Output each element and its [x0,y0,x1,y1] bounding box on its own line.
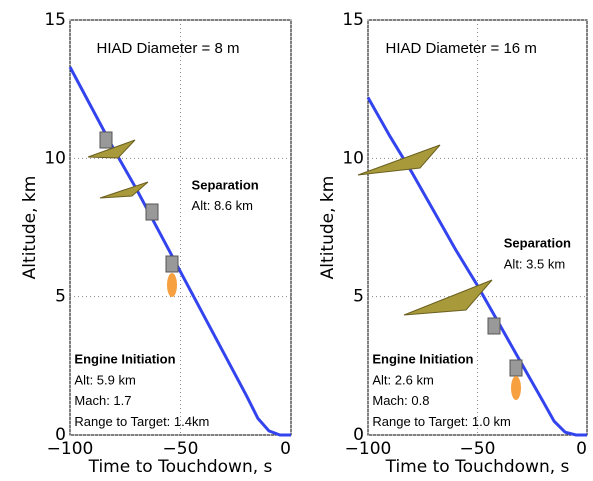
x-axis-label: Time to Touchdown, s [385,457,570,477]
x-tick-label: −50 [460,439,496,459]
x-tick-label: 0 [576,439,587,459]
x-tick-label: −100 [345,439,392,459]
annotation: Alt: 2.6 km [372,372,433,387]
annotation: Alt: 8.6 km [192,198,253,213]
y-tick-label: 0 [353,425,364,445]
annotation: Separation [504,236,571,251]
x-tick-label: −50 [163,439,199,459]
x-tick-label: −100 [47,439,94,459]
annotation: HIAD Diameter = 8 m [97,40,240,57]
x-tick-label: 0 [280,439,291,459]
annotation: Separation [192,177,259,192]
y-tick-label: 10 [44,148,66,168]
y-tick-label: 15 [342,10,364,30]
annotation: Mach: 0.8 [372,393,429,408]
annotation: Engine Initiation [74,352,175,367]
y-axis-label: Altitude, km [20,176,40,280]
annotation: Range to Target: 1.4km [74,414,209,429]
y-tick-label: 5 [55,287,66,307]
y-tick-label: 10 [342,148,364,168]
annotation: Mach: 1.7 [74,393,131,408]
annotation: HIAD Diameter = 16 m [386,40,537,57]
spacecraft-right [357,144,523,400]
chart: −100 −50 0 0 5 10 15 Time to Touchdown, s Altitu… [20,10,292,477]
y-tick-label: 5 [353,287,364,307]
annotation: Engine Initiation [372,352,473,367]
y-axis-label: Altitude, km [318,176,338,280]
y-tick-label: 0 [55,425,66,445]
y-tick-label: 15 [44,10,66,30]
annotation: Range to Target: 1.0 km [372,414,511,429]
chart: −100 −50 0 0 5 10 15 Time to Touchdown, s Altitu… [318,10,588,477]
spacecraft-left [87,131,179,297]
annotation: Alt: 5.9 km [74,372,135,387]
annotation: Alt: 3.5 km [504,256,565,271]
x-axis-label: Time to Touchdown, s [88,457,273,477]
